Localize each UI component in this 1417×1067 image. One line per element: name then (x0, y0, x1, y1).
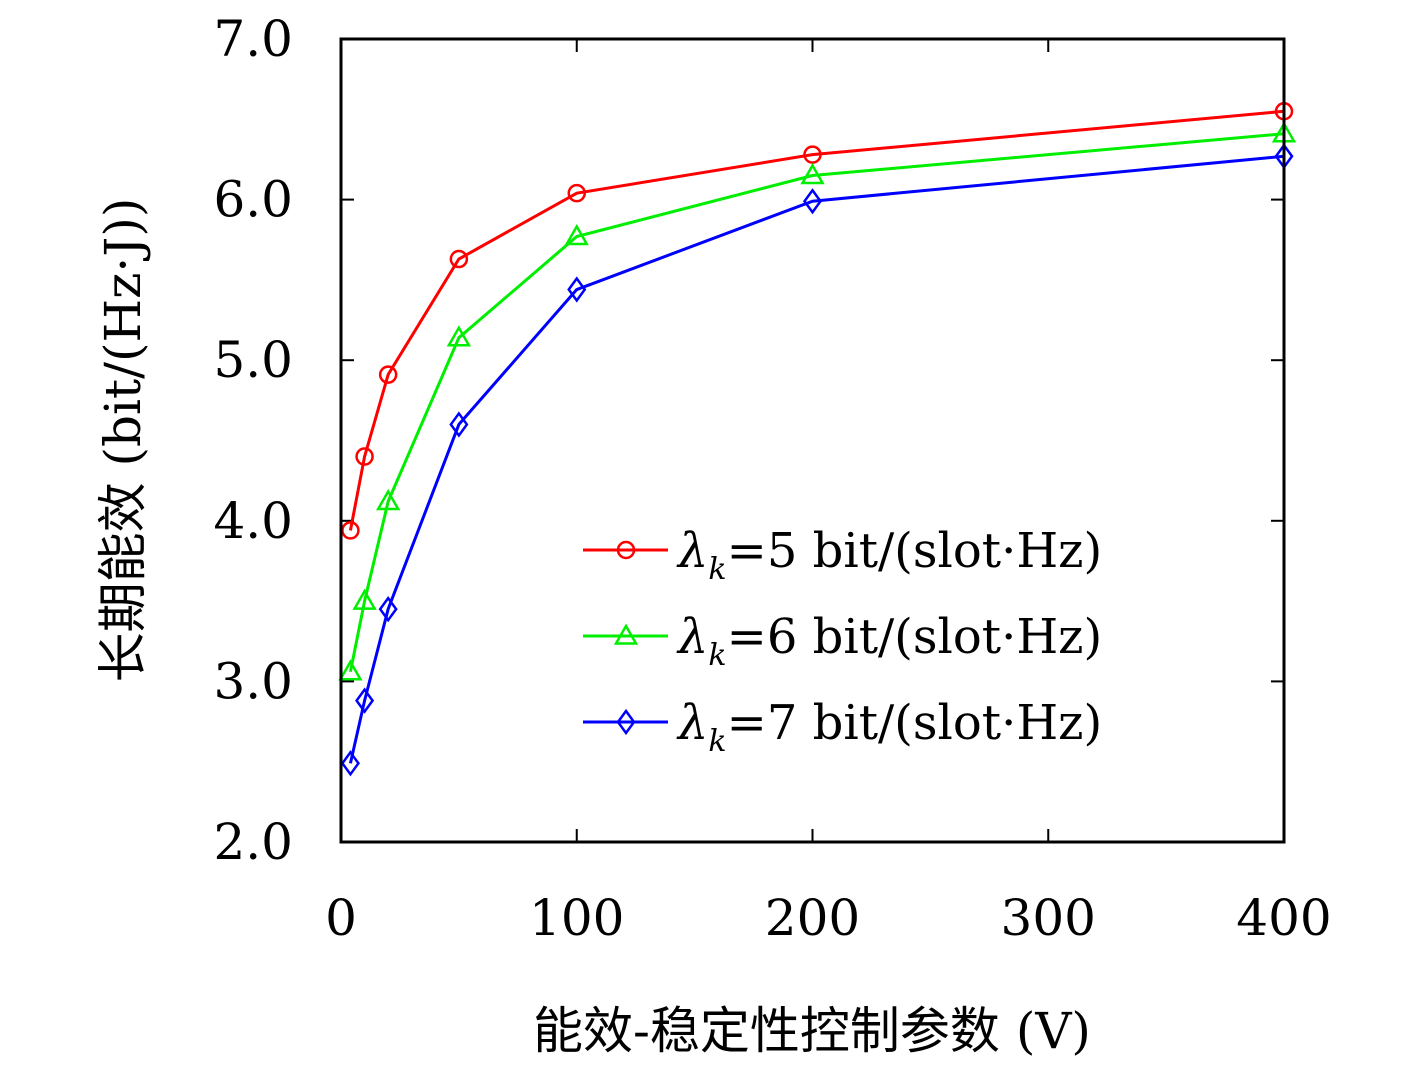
x-axis-title: 能效-稳定性控制参数 (V) (533, 1002, 1091, 1060)
y-tick-label: 6.0 (213, 171, 293, 229)
legend-label: λk=7 bit/(slot·Hz) (676, 695, 1102, 759)
series-3 (340, 143, 1294, 777)
tick-labels: 0 100 200 300 400 2.0 3.0 4.0 5.0 6.0 7.0 (213, 10, 1331, 947)
diamond-marker (802, 188, 823, 215)
circle-marker (803, 145, 822, 164)
series-2 (338, 121, 1297, 681)
diamond-marker (449, 411, 469, 438)
series-line (348, 154, 1285, 764)
circle-marker (567, 183, 586, 203)
triangle-marker (352, 588, 377, 610)
legend-item-3: λk=7 bit/(slot·Hz) (583, 695, 1102, 759)
y-tick-label: 2.0 (213, 813, 293, 871)
triangle-marker (375, 489, 401, 511)
series-layer (338, 102, 1297, 777)
legend-item-2: λk=6 bit/(slot·Hz) (583, 609, 1102, 673)
diamond-marker (567, 276, 587, 303)
legend-item-1: λk=5 bit/(slot·Hz) (583, 523, 1102, 587)
x-tick-label: 0 (325, 889, 357, 947)
triangle-marker (338, 659, 363, 681)
diamond-marker (340, 750, 360, 777)
triangle-marker (446, 325, 472, 347)
diamond-marker (355, 687, 375, 714)
triangle-marker (613, 623, 639, 645)
series-line (348, 132, 1285, 673)
x-tick-label: 400 (1236, 889, 1331, 947)
circle-marker (378, 365, 398, 384)
x-tick-label: 300 (1001, 889, 1096, 947)
triangle-marker (564, 224, 589, 246)
plot-frame (339, 37, 1286, 844)
circle-marker (355, 447, 374, 466)
circle-marker (449, 249, 469, 269)
y-tick-label: 3.0 (213, 652, 293, 710)
x-tick-label: 100 (529, 889, 624, 947)
legend-label: λk=6 bit/(slot·Hz) (676, 609, 1102, 673)
series-line (348, 109, 1285, 531)
x-tick-label: 200 (765, 889, 860, 947)
y-tick-label: 7.0 (213, 10, 293, 68)
legend-label: λk=5 bit/(slot·Hz) (676, 523, 1102, 587)
circle-marker (616, 540, 636, 560)
y-axis-title: 长期能效 (bit/(Hz·J)) (94, 198, 152, 683)
diamond-marker (378, 596, 398, 623)
y-tick-label: 5.0 (213, 331, 293, 389)
triangle-marker (800, 162, 825, 185)
y-tick-label: 4.0 (213, 492, 293, 550)
legend: λk=5 bit/(slot·Hz) λk=6 bit/(slot·Hz) λk=7… (583, 523, 1102, 759)
diamond-marker (616, 708, 636, 736)
